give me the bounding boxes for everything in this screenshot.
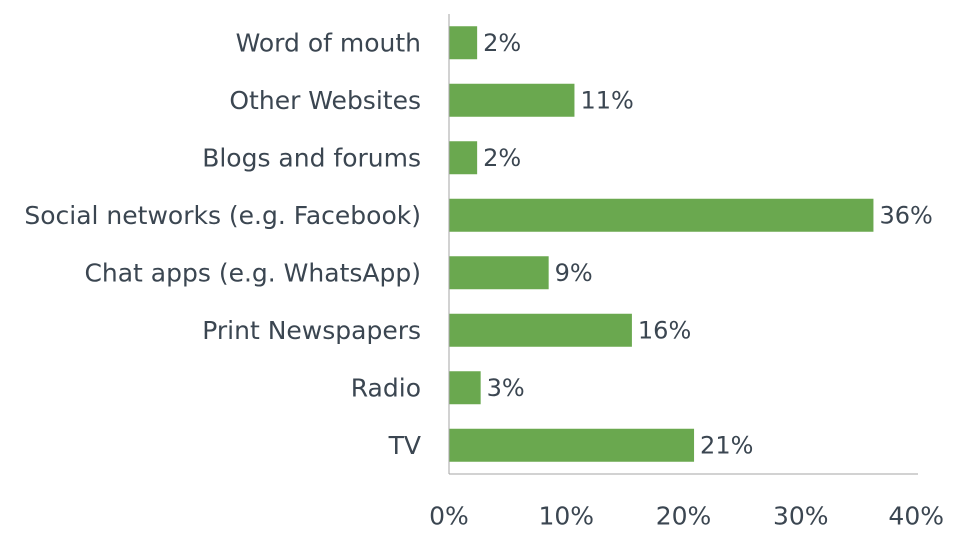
bar-print-newspapers xyxy=(449,313,632,347)
x-tick-label-0: 0% xyxy=(429,502,469,531)
bar-blogs-and-forums xyxy=(449,141,478,175)
bar-word-of-mouth xyxy=(449,26,478,60)
data-labels-group: 2% 11% 2% 36% 9% 16% 3% 21% xyxy=(483,29,933,460)
category-label-other-websites: Other Websites xyxy=(229,86,421,115)
data-label-radio: 3% xyxy=(487,374,525,402)
data-label-print-newspapers: 16% xyxy=(638,316,691,344)
bars-group xyxy=(449,26,874,462)
data-label-other-websites: 11% xyxy=(580,86,633,114)
data-label-chat-apps-e-g-whatsapp: 9% xyxy=(555,259,593,287)
x-tick-label-10: 10% xyxy=(538,502,594,531)
x-tick-label-20: 20% xyxy=(656,502,712,531)
bar-chat-apps-e-g-whatsapp xyxy=(449,256,549,290)
x-tick-label-30: 30% xyxy=(773,502,829,531)
category-label-radio: Radio xyxy=(351,373,421,402)
category-label-social-networks-e-g-facebook: Social networks (e.g. Facebook) xyxy=(24,201,421,230)
x-tick-labels-group: 0% 10% 20% 30% 40% xyxy=(429,502,944,531)
bar-other-websites xyxy=(449,83,575,117)
bar-radio xyxy=(449,371,481,405)
bar-social-networks-e-g-facebook xyxy=(449,198,874,232)
category-label-chat-apps-e-g-whatsapp: Chat apps (e.g. WhatsApp) xyxy=(84,258,421,287)
category-label-word-of-mouth: Word of mouth xyxy=(236,28,421,57)
category-labels-group: Word of mouth Other Websites Blogs and for… xyxy=(24,28,421,460)
bar-tv xyxy=(449,428,695,462)
category-label-blogs-and-forums: Blogs and forums xyxy=(202,143,421,172)
data-label-word-of-mouth: 2% xyxy=(483,29,521,57)
category-label-tv: TV xyxy=(388,431,421,460)
data-label-social-networks-e-g-facebook: 36% xyxy=(879,201,932,229)
data-label-tv: 21% xyxy=(700,431,753,459)
data-label-blogs-and-forums: 2% xyxy=(483,144,521,172)
category-label-print-newspapers: Print Newspapers xyxy=(202,316,421,345)
x-tick-label-40: 40% xyxy=(888,502,944,531)
